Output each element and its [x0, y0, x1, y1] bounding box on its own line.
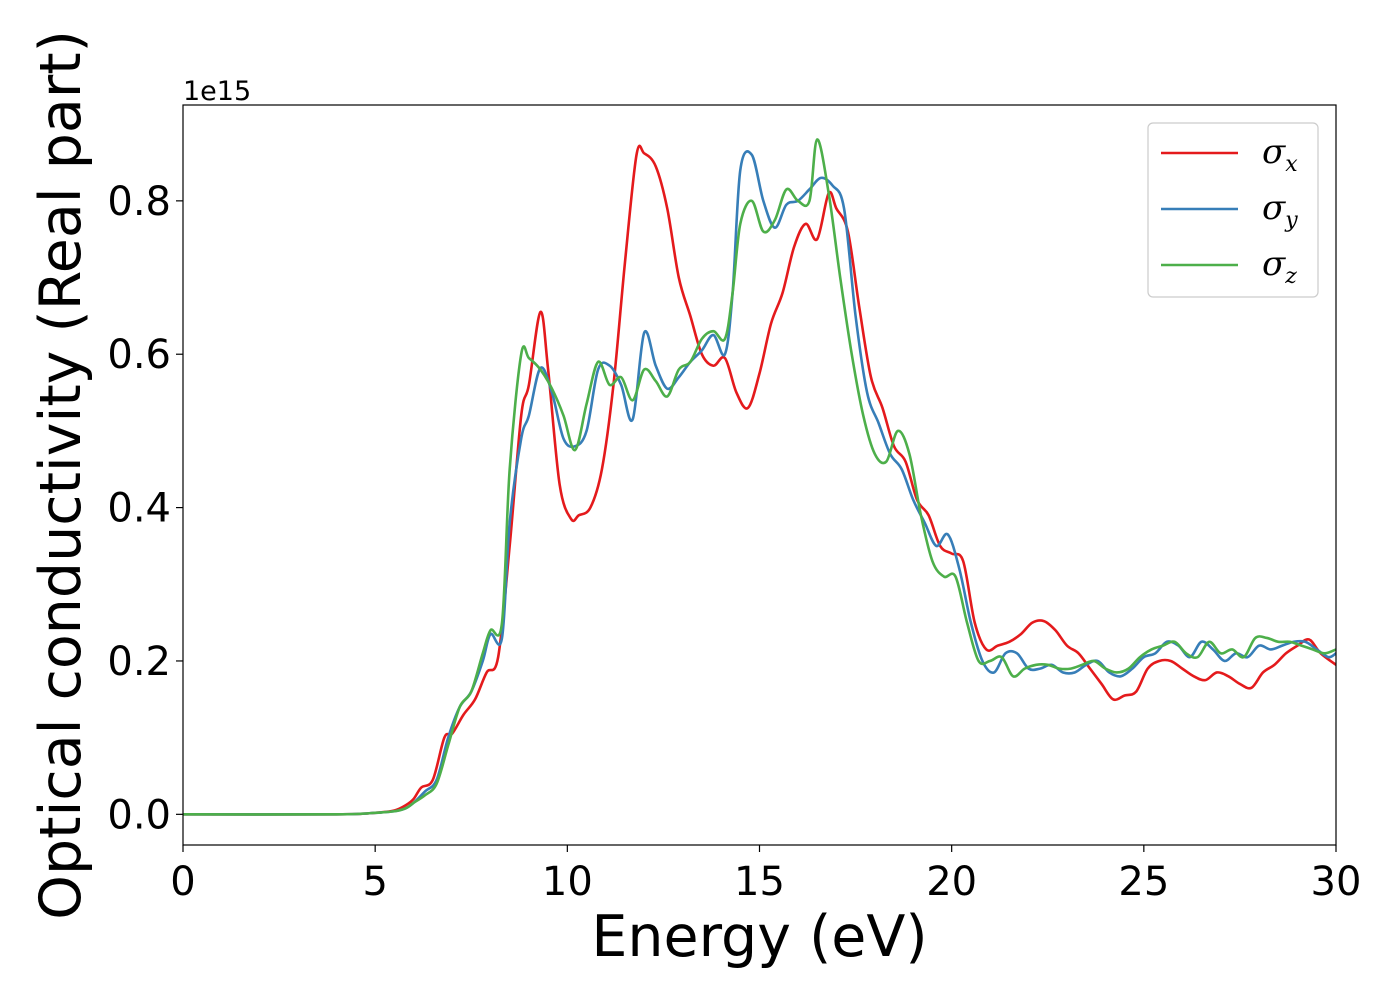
series-line-x [183, 144, 1336, 816]
y-tick-label: 0.6 [107, 332, 171, 378]
legend-subscript: x [1285, 152, 1298, 177]
x-tick-label: 30 [1311, 859, 1362, 905]
y-tick-label: 0.2 [107, 639, 171, 685]
x-axis: 0 5 10 15 20 25 30 [170, 845, 1361, 905]
x-tick-label: 25 [1118, 859, 1169, 905]
legend-symbol: σ [1262, 244, 1286, 284]
legend-symbol: σ [1262, 132, 1286, 172]
x-tick-label: 5 [362, 859, 387, 905]
legend-subscript: z [1284, 264, 1297, 289]
x-axis-title: Energy (eV) [591, 904, 927, 970]
legend-label-z: σz [1262, 244, 1297, 289]
y-axis: 0.0 0.2 0.4 0.6 0.8 [107, 179, 183, 838]
legend-subscript: y [1284, 208, 1298, 233]
series-layer [183, 138, 1336, 816]
legend-label-y: σy [1262, 188, 1298, 233]
x-tick-label: 20 [926, 859, 977, 905]
legend-label-x: σx [1262, 132, 1298, 177]
y-axis-title: Optical conductivity (Real part) [28, 30, 94, 920]
y-tick-label: 0.8 [107, 179, 171, 225]
x-tick-label: 15 [734, 859, 785, 905]
y-tick-label: 0.0 [107, 792, 171, 838]
x-tick-label: 10 [542, 859, 593, 905]
x-tick-label: 0 [170, 859, 195, 905]
legend-symbol: σ [1262, 188, 1286, 228]
series-line-y [183, 150, 1336, 816]
y-tick-label: 0.4 [107, 486, 171, 532]
series-line-z [183, 138, 1336, 816]
y-axis-offset-label: 1e15 [183, 76, 251, 107]
